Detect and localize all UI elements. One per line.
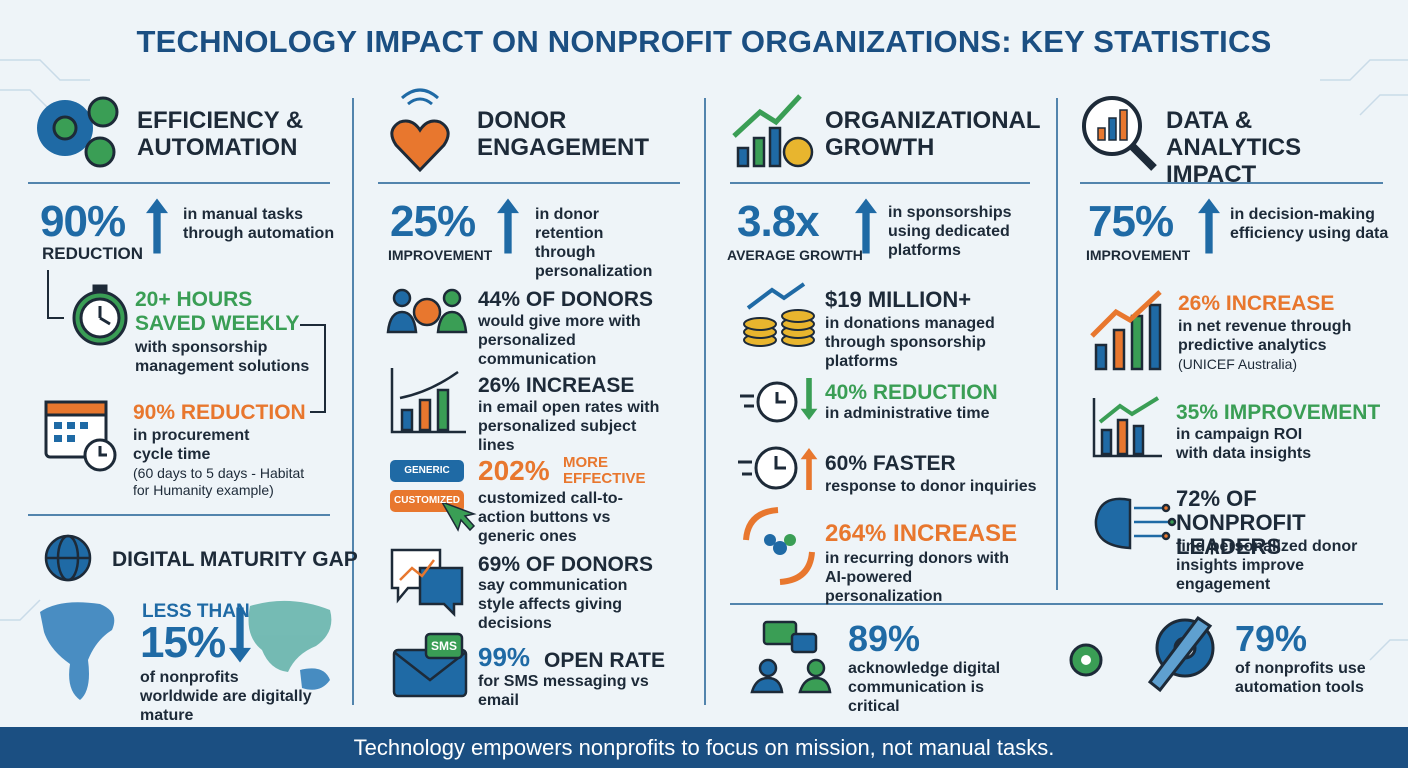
stat-note: (UNICEF Australia) xyxy=(1178,356,1298,372)
hero-value: 90% xyxy=(40,197,126,246)
wrench-icon xyxy=(1147,615,1215,693)
calendar-icon xyxy=(44,400,117,472)
stat-desc: would give more with personalized commun… xyxy=(478,313,641,368)
clock-icon xyxy=(738,446,798,490)
roi-chart-icon xyxy=(1092,396,1162,458)
stat-desc: say communication style affects giving d… xyxy=(478,577,628,632)
sms-label: SMS xyxy=(430,639,457,653)
column-heading: DONOR ENGAGEMENT xyxy=(477,107,650,161)
hero-desc: in decision-making efficiency using data xyxy=(1230,206,1389,242)
stat-head: 69% OF DONORS xyxy=(478,553,654,576)
stat-head: 90% REDUCTION xyxy=(133,401,306,424)
column-heading: EFFICIENCY & AUTOMATION xyxy=(137,107,304,161)
stat-desc: response to donor inquiries xyxy=(825,478,1037,495)
gear-icon xyxy=(1069,643,1103,677)
stat-head: 264% INCREASE xyxy=(825,520,1018,547)
button-label: CUSTOMIZED xyxy=(394,495,460,506)
stat-tag: OPEN RATE xyxy=(544,649,665,672)
title: TECHNOLOGY IMPACT ON NONPROFIT ORGANIZAT… xyxy=(136,24,1272,59)
stat-desc: in email open rates with personalized su… xyxy=(478,399,660,454)
hero-value: 75% xyxy=(1088,197,1174,246)
maturity-value: 15% xyxy=(140,618,226,667)
stat-head: 60% FASTER xyxy=(825,452,956,475)
stat-desc: in procurement cycle time xyxy=(133,427,250,463)
bottom-desc: of nonprofits use automation tools xyxy=(1235,660,1366,696)
globe-icon xyxy=(44,534,92,582)
stat-head: 202% xyxy=(478,455,550,486)
column-heading: DATA & ANALYTICS IMPACT xyxy=(1166,107,1302,188)
stat-head: 26% INCREASE xyxy=(478,374,635,397)
buttons-icon xyxy=(390,460,477,532)
stat-head: 72% OF NONPROFIT LEADERS xyxy=(1176,486,1306,559)
magnifier-icon xyxy=(1082,96,1157,171)
hero-desc: in donor retention through personalizati… xyxy=(535,206,653,280)
heart-icon xyxy=(390,88,450,173)
stat-desc: in net revenue through predictive analyt… xyxy=(1178,318,1352,354)
stat-head: 35% IMPROVEMENT xyxy=(1176,401,1381,424)
stat-head: 99% xyxy=(478,642,531,672)
stat-head: 44% OF DONORS xyxy=(478,288,654,311)
button-label: GENERIC xyxy=(404,465,450,476)
maturity-desc: of nonprofits worldwide are digitally ma… xyxy=(140,669,312,724)
world-map xyxy=(40,600,332,700)
footer: Technology empowers nonprofits to focus … xyxy=(0,727,1408,768)
stat-desc: customized call-to-action buttons vs gen… xyxy=(478,490,623,545)
bottom-value: 89% xyxy=(848,618,921,659)
hero-desc: in manual tasks through automation xyxy=(183,206,335,242)
stat-desc: for SMS messaging vs email xyxy=(478,673,649,709)
bottom-desc: acknowledge digital communication is cri… xyxy=(848,660,1001,715)
coins-icon xyxy=(743,282,815,347)
column-heading: ORGANIZATIONAL GROWTH xyxy=(825,107,1041,161)
revenue-chart-icon xyxy=(1090,290,1162,371)
stat-note: (60 days to 5 days - Habitat for Humanit… xyxy=(133,465,305,498)
donors-icon xyxy=(386,288,468,334)
sms-icon xyxy=(392,632,468,698)
stat-head: 26% INCREASE xyxy=(1178,292,1335,315)
hero-label: IMPROVEMENT xyxy=(388,247,493,263)
connector xyxy=(300,324,326,413)
hero-desc: in sponsorships using dedicated platform… xyxy=(888,204,1012,259)
timer-icon xyxy=(740,381,798,423)
stat-desc: in campaign ROI with data insights xyxy=(1176,426,1312,462)
hero-value: 3.8x xyxy=(737,197,820,246)
recurring-icon xyxy=(743,507,815,585)
connector xyxy=(47,270,64,319)
chat-icon xyxy=(390,548,464,618)
stopwatch-icon xyxy=(72,284,128,346)
hero-value: 25% xyxy=(390,197,476,246)
stat-desc: with sponsorship management solutions xyxy=(135,339,310,375)
dividers xyxy=(28,98,1383,705)
hero-label: REDUCTION xyxy=(42,244,144,263)
stat-head: $19 MILLION+ xyxy=(825,287,972,312)
stat-tag: MORE EFFECTIVE xyxy=(563,454,646,487)
bar-growth-icon xyxy=(390,368,466,434)
brain-icon xyxy=(1094,497,1177,550)
hero-label: AVERAGE GROWTH xyxy=(727,247,863,263)
communication-icon xyxy=(750,620,832,694)
hero-label: IMPROVEMENT xyxy=(1086,247,1191,263)
stat-desc: find personalized donor insights improve… xyxy=(1176,538,1358,593)
maturity-prefix: LESS THAN xyxy=(142,601,250,622)
growth-chart-icon xyxy=(732,94,814,168)
stat-desc: in donations managed through sponsorship… xyxy=(825,315,995,370)
gears-icon xyxy=(37,96,119,168)
stat-desc: in recurring donors with AI-powered pers… xyxy=(825,550,1010,605)
stat-head: 40% REDUCTION xyxy=(825,381,998,404)
bottom-value: 79% xyxy=(1235,618,1308,659)
section-heading: DIGITAL MATURITY GAP xyxy=(112,548,358,571)
circuit-decor xyxy=(0,59,1408,661)
stat-head: 20+ HOURS SAVED WEEKLY xyxy=(135,288,300,335)
stat-desc: in administrative time xyxy=(825,405,990,422)
